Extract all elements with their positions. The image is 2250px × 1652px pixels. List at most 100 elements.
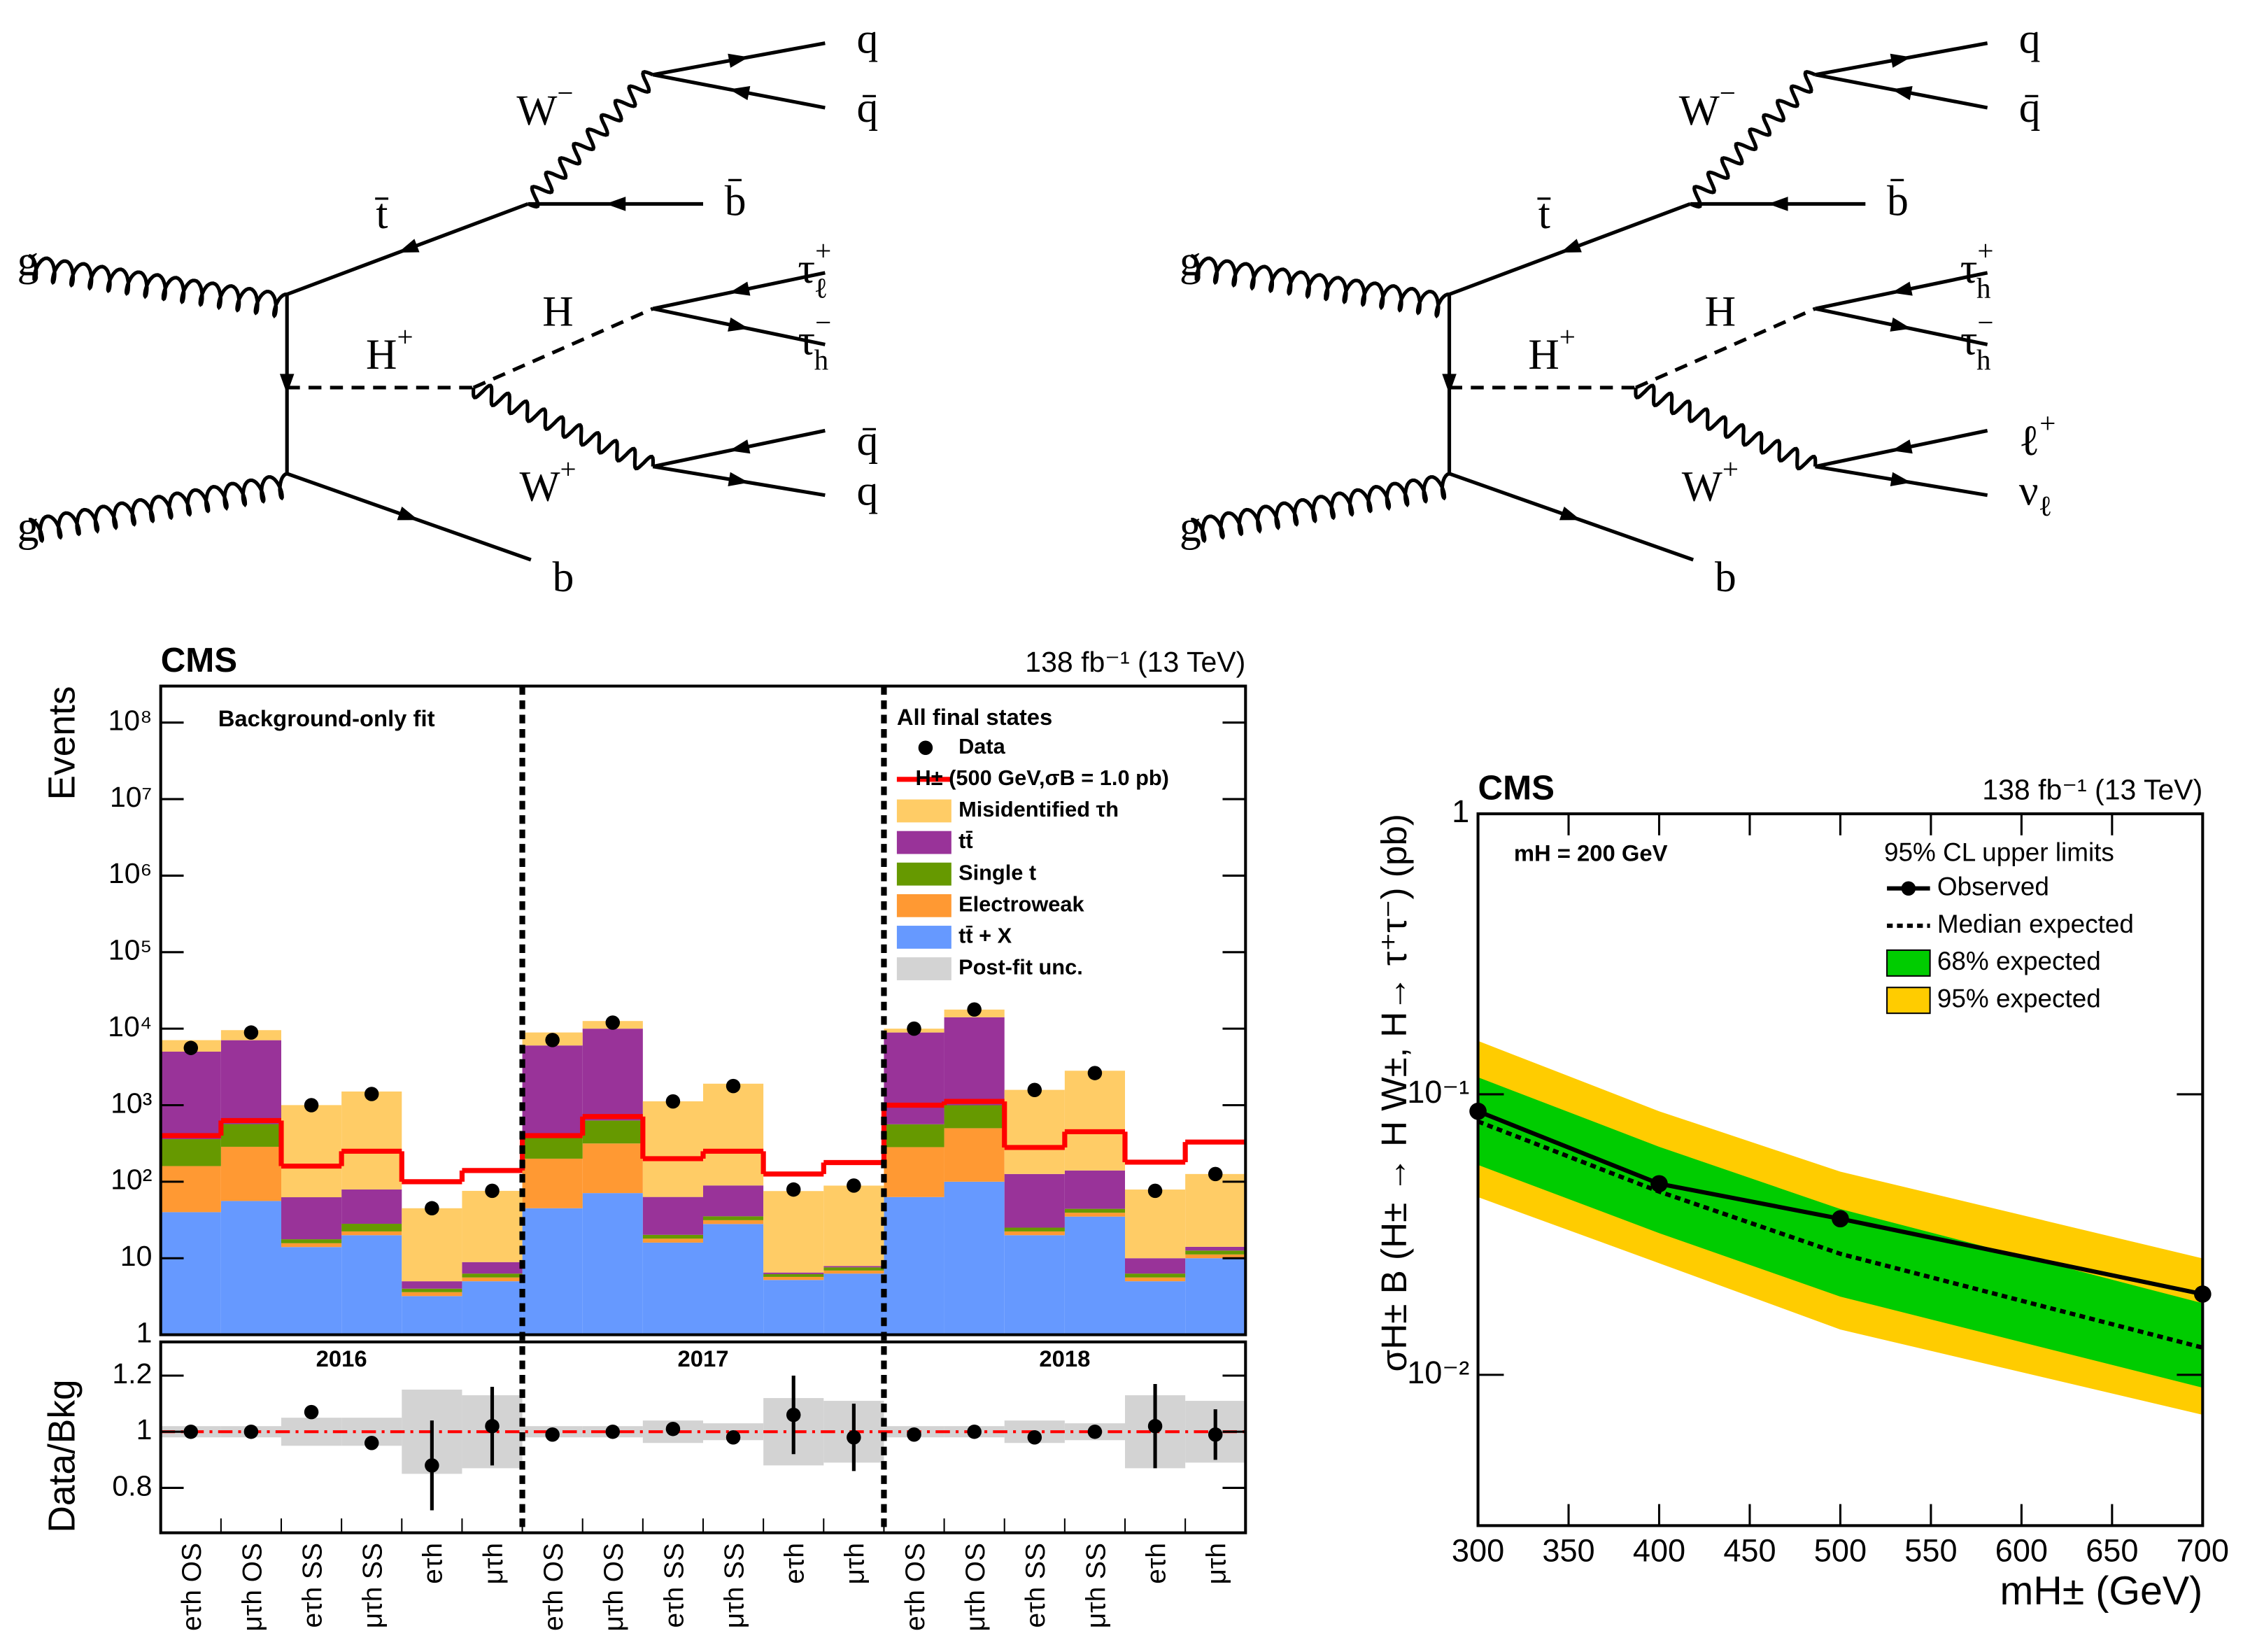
data-point [847, 1178, 861, 1193]
particle-label: νℓ [2019, 467, 2052, 523]
stack-segment [1185, 1258, 1246, 1335]
fermion-arrow [279, 374, 295, 395]
x-tick-label: μτh SS [358, 1543, 388, 1628]
label-base: W [1682, 463, 1722, 511]
stack-segment [462, 1262, 523, 1274]
stack-segment [341, 1235, 402, 1335]
stack-segment [522, 1136, 583, 1159]
year-label: 2018 [1039, 1346, 1090, 1371]
stack-segment [884, 1196, 944, 1335]
y-tick-label: 10⁶ [108, 857, 153, 889]
legend-label: tt̄ + X [958, 924, 1012, 948]
lumi-label: 138 fb⁻¹ (13 TeV) [1025, 646, 1245, 678]
fermion-arrow [729, 281, 751, 296]
fermion-arrow [1891, 86, 1913, 101]
x-tick-label: eτh OS [177, 1543, 207, 1631]
label-sub: h [1976, 272, 1991, 304]
data-point [1147, 1183, 1163, 1199]
stack-segment [823, 1273, 884, 1335]
x-tick-label: eτh OS [539, 1543, 569, 1631]
particle-label: b̄ [725, 178, 747, 225]
ratio-point [304, 1404, 319, 1420]
gluon-line [29, 472, 288, 544]
annotation: All final states [897, 704, 1052, 730]
particle-label: ℓ+ [2019, 407, 2056, 465]
fermion-arrow [397, 507, 419, 521]
x-tick-label: μτh SS [1081, 1543, 1111, 1628]
stack-segment [1064, 1208, 1125, 1213]
particle-label: W− [516, 77, 573, 134]
stack-segment [582, 1120, 643, 1144]
boson-line [1690, 70, 1816, 209]
stack-segment [1125, 1281, 1186, 1335]
stack-segment [160, 1166, 221, 1213]
ratio-point [183, 1424, 199, 1439]
legend-label: Post-fit unc. [958, 955, 1083, 980]
stack-segment [160, 1051, 221, 1140]
legend-label: tt̄ [958, 828, 972, 853]
stack-segment [642, 1234, 703, 1239]
data-point [1027, 1082, 1042, 1098]
y-axis-label: Events [42, 686, 83, 800]
particle-label: q [2019, 15, 2041, 63]
y-tick-label: 10⁻² [1407, 1355, 1469, 1390]
stack-segment [944, 1017, 1005, 1106]
particle-label: H+ [1528, 321, 1576, 379]
fermion-arrow [1890, 53, 1911, 68]
particle-label: W− [1679, 77, 1736, 134]
data-point [304, 1098, 319, 1113]
stack-segment [402, 1292, 462, 1297]
stack-segment [703, 1216, 764, 1220]
stack-segment [1125, 1273, 1186, 1278]
x-tick-label: 500 [1814, 1532, 1867, 1568]
fermion-arrow [1891, 281, 1913, 296]
particle-label: b [553, 553, 574, 601]
boson-line [472, 383, 655, 471]
particle-label: τ− h [1960, 306, 1994, 376]
stack-segment [1185, 1250, 1246, 1255]
label-base: ℓ [2019, 417, 2039, 465]
limit-line [1477, 1119, 2204, 1350]
x-tick-label: 450 [1723, 1532, 1776, 1568]
ratio-point [364, 1436, 379, 1450]
label-base: q [2019, 15, 2041, 63]
x-tick-label: μτh OS [237, 1543, 267, 1632]
stack-segment [642, 1242, 703, 1335]
x-tick-label: eτh OS [900, 1543, 931, 1631]
label-sup: + [1722, 453, 1739, 485]
stack-segment [281, 1197, 342, 1240]
data-point [425, 1201, 439, 1216]
legend-swatch [896, 957, 951, 980]
x-tick-label: μτh [479, 1543, 509, 1585]
stack-segment [220, 1201, 281, 1335]
label-base: W [516, 87, 557, 134]
fermion-arrow [728, 472, 749, 486]
stack-segment [220, 1146, 281, 1201]
gluon-line [28, 253, 288, 319]
x-tick-label: μτh [1202, 1543, 1232, 1585]
particle-label: q̄ [856, 84, 878, 132]
data-point [907, 1021, 921, 1036]
stack-segment [1004, 1231, 1065, 1236]
stack-segment [160, 1139, 221, 1166]
x-tick-label: 350 [1542, 1532, 1594, 1568]
label-base: b [553, 553, 574, 601]
fermion-arrow [1560, 239, 1582, 253]
legend-marker [918, 740, 933, 755]
legend-label: Single t [958, 860, 1036, 884]
y-axis-label: Data/Bkg [42, 1379, 83, 1532]
particle-label: t̄ [375, 190, 389, 238]
x-tick-label: eτh [780, 1543, 810, 1584]
fermion-arrow [1890, 317, 1911, 332]
scalar-line [472, 306, 654, 390]
stack-segment [823, 1185, 884, 1266]
label-sup: + [1559, 321, 1576, 353]
stack-segment [160, 1212, 221, 1335]
limit-point [1650, 1175, 1668, 1193]
particle-label: g [1180, 238, 1201, 285]
particle-label: b [1715, 553, 1736, 601]
label-sub: ℓ [814, 272, 828, 304]
stack-segment [341, 1231, 402, 1236]
stack-segment [341, 1091, 402, 1189]
